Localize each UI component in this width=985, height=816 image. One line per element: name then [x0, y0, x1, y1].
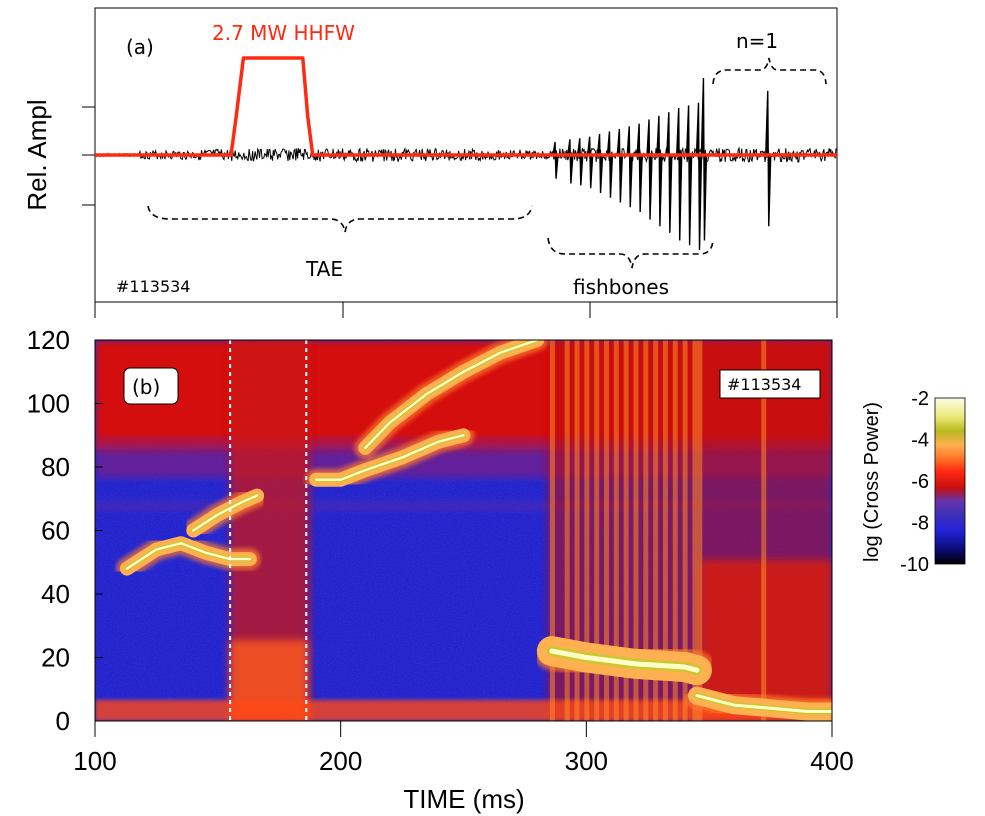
fishbone-burst — [616, 128, 624, 203]
hhfw-power-trace — [95, 56, 837, 157]
colorbar-tick-label: -2 — [911, 388, 929, 410]
panel-b-shot-box — [719, 369, 821, 399]
panel-b-yticks: 0 20 40 60 80 100 120 — [27, 325, 103, 736]
colorbar-tick-label: -6 — [911, 471, 929, 493]
n1-burst — [765, 90, 772, 227]
fishbone-burst — [656, 115, 663, 227]
burst-streak — [692, 340, 698, 721]
burst-streak — [574, 340, 580, 721]
fishbone-burst — [676, 107, 683, 241]
panel-a-label: (a) — [126, 35, 154, 59]
panel-b-xticks: 100 200 300 400 — [73, 721, 854, 776]
fishbones-bracket — [547, 237, 714, 269]
panel-b-label-box — [123, 367, 179, 405]
y-tick-label: 60 — [41, 516, 70, 546]
colorbar-ticks: -2 -4 -6 -8 -10 — [900, 388, 929, 576]
burst-streak — [584, 340, 590, 721]
fishbone-burst — [567, 139, 574, 184]
fishbone-burst — [577, 138, 584, 186]
fishbone-streaks — [549, 340, 767, 721]
tae-bracket — [147, 205, 533, 233]
panel-a-ylabel: Rel. Ampl — [22, 99, 52, 210]
n1-annotation: n=1 — [736, 29, 778, 53]
burst-streak — [633, 340, 639, 721]
fishbone-burst — [552, 141, 559, 179]
fishbone-burst — [646, 119, 653, 220]
feature-peak — [125, 542, 251, 570]
panel-a-yticks — [82, 106, 95, 206]
y-tick-label: 0 — [56, 706, 70, 736]
colorbar-label: log (Cross Power) — [861, 402, 883, 562]
colorbar-tick-label: -10 — [900, 554, 929, 576]
panel-b-label: (b) — [132, 375, 160, 399]
x-tick-label: 300 — [565, 746, 608, 776]
x-tick-label: 200 — [319, 746, 362, 776]
signal-trace — [95, 78, 837, 251]
fishbone-burst — [695, 102, 703, 251]
burst-streak — [564, 340, 570, 721]
burst-streak — [603, 340, 609, 721]
x-axis-title: TIME (ms) — [403, 784, 524, 814]
burst-streak — [613, 340, 619, 721]
x-tick-label: 400 — [810, 746, 853, 776]
feature-peak — [549, 648, 700, 673]
feature-peak — [314, 434, 465, 481]
feature-peak — [695, 694, 832, 713]
x-tick-label: 100 — [73, 746, 116, 776]
burst-streak — [549, 340, 555, 721]
colorbar-tick-label: -8 — [911, 513, 929, 535]
fishbone-burst — [586, 136, 594, 189]
burst-streak — [653, 340, 659, 721]
spectrogram — [95, 340, 832, 721]
panel-a: Rel. Ampl (a) #113534 2.7 MW HHFW TAE fi… — [22, 7, 838, 318]
burst-streak — [643, 340, 649, 721]
fishbone-burst — [626, 126, 633, 208]
y-tick-label: 120 — [27, 325, 70, 355]
panel-b-shot-label: #113534 — [727, 375, 801, 394]
fishbone-burst — [666, 112, 673, 233]
panel-b: (b) #113534 0 20 40 60 80 100 120 100 200 300 400… — [27, 325, 854, 814]
panel-a-xticks — [94, 302, 838, 318]
fishbone-burst — [685, 105, 693, 246]
burst-streak — [697, 340, 703, 721]
burst-streak — [672, 340, 678, 721]
colorbar-tick-label: -4 — [911, 430, 929, 452]
burst-streak — [623, 340, 629, 721]
n1-bracket — [712, 57, 827, 85]
hhfw-label: 2.7 MW HHFW — [212, 21, 355, 45]
y-tick-label: 20 — [41, 643, 70, 673]
fishbone-burst — [596, 134, 604, 194]
y-tick-label: 40 — [41, 579, 70, 609]
fishbone-burst — [636, 123, 643, 213]
fishbones-annotation: fishbones — [573, 275, 669, 299]
y-tick-label: 100 — [27, 389, 70, 419]
feature-peak — [364, 340, 539, 450]
burst-streak — [761, 340, 767, 721]
panel-a-shot-label: #113534 — [116, 277, 190, 296]
colorbar-gradient — [934, 397, 966, 565]
y-tick-label: 80 — [41, 452, 70, 482]
burst-streak — [662, 340, 668, 721]
n1-burst — [700, 78, 708, 241]
fishbone-burst — [606, 131, 614, 198]
tae-annotation: TAE — [305, 257, 343, 281]
colorbar: -2 -4 -6 -8 -10 log (Cross Power) — [861, 388, 966, 576]
burst-streak — [682, 340, 688, 721]
burst-streak — [594, 340, 600, 721]
